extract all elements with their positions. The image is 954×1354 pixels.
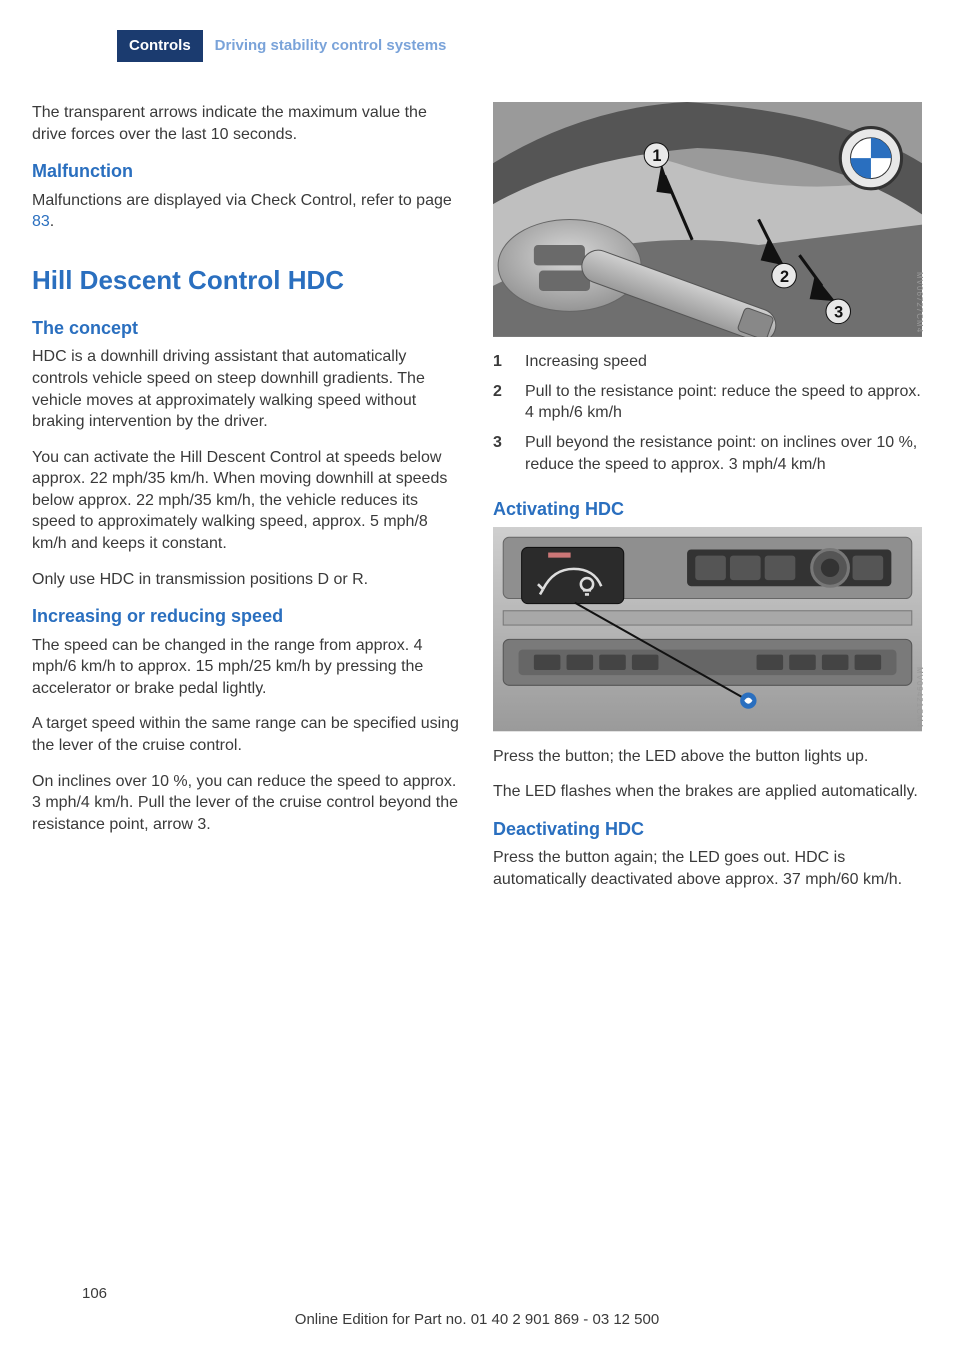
figure-cruise-lever: MV06727CM4 — [493, 102, 922, 337]
concept-p1: HDC is a downhill driving assistant that… — [32, 346, 461, 432]
item-text: Pull to the resistance point: reduce the… — [525, 381, 922, 424]
figure1-code: MV06727CM4 — [913, 272, 924, 333]
header-section: Controls — [117, 30, 203, 62]
footer-text: Online Edition for Part no. 01 40 2 901 … — [32, 1310, 922, 1330]
list-item: 1 Increasing speed — [493, 351, 922, 373]
heading-speed: Increasing or reducing speed — [32, 604, 461, 628]
malfunction-text-a: Malfunctions are displayed via Check Con… — [32, 192, 452, 209]
svg-text:3: 3 — [834, 304, 843, 322]
concept-p2: You can activate the Hill Descent Contro… — [32, 447, 461, 555]
malfunction-paragraph: Malfunctions are displayed via Check Con… — [32, 190, 461, 233]
concept-p3: Only use HDC in transmission positions D… — [32, 569, 461, 591]
heading-concept: The concept — [32, 316, 461, 340]
malfunction-text-b: . — [50, 213, 54, 230]
figure2-code: MV09421CM4 — [913, 667, 924, 728]
figure-hdc-button: MV09421CM4 — [493, 527, 922, 731]
header-bar: Controls Driving stability control syste… — [117, 30, 922, 62]
activating-p1: Press the button; the LED above the butt… — [493, 746, 922, 768]
svg-text:2: 2 — [780, 268, 789, 286]
heading-activating: Activating HDC — [493, 497, 922, 521]
activating-p2: The LED flashes when the brakes are appl… — [493, 781, 922, 803]
deactivating-p: Press the button again; the LED goes out… — [493, 847, 922, 890]
speed-p3: On inclines over 10 %, you can reduce th… — [32, 771, 461, 836]
cruise-lever-illustration: 1 2 3 — [493, 102, 922, 337]
hdc-button-illustration — [493, 527, 922, 731]
heading-deactivating: Deactivating HDC — [493, 817, 922, 841]
speed-p2: A target speed within the same range can… — [32, 713, 461, 756]
page-link-83[interactable]: 83 — [32, 213, 50, 230]
speed-p1: The speed can be changed in the range fr… — [32, 635, 461, 700]
item-number: 1 — [493, 351, 507, 373]
item-number: 3 — [493, 432, 507, 475]
header-topic: Driving stability control systems — [203, 30, 459, 62]
page-footer: 106 Online Edition for Part no. 01 40 2 … — [32, 1284, 922, 1331]
list-item: 3 Pull beyond the resistance point: on i… — [493, 432, 922, 475]
page-number: 106 — [82, 1284, 922, 1304]
page: Controls Driving stability control syste… — [0, 0, 954, 1354]
left-column: The transparent arrows indicate the maxi… — [32, 102, 461, 904]
svg-text:1: 1 — [652, 147, 661, 165]
item-text: Pull beyond the resistance point: on inc… — [525, 432, 922, 475]
heading-malfunction: Malfunction — [32, 159, 461, 183]
intro-paragraph: The transparent arrows indicate the maxi… — [32, 102, 461, 145]
lever-actions-list: 1 Increasing speed 2 Pull to the resista… — [493, 351, 922, 475]
right-column: MV06727CM4 — [493, 102, 922, 904]
list-item: 2 Pull to the resistance point: reduce t… — [493, 381, 922, 424]
content-columns: The transparent arrows indicate the maxi… — [32, 102, 922, 904]
item-text: Increasing speed — [525, 351, 922, 373]
item-number: 2 — [493, 381, 507, 424]
heading-hdc: Hill Descent Control HDC — [32, 263, 461, 298]
